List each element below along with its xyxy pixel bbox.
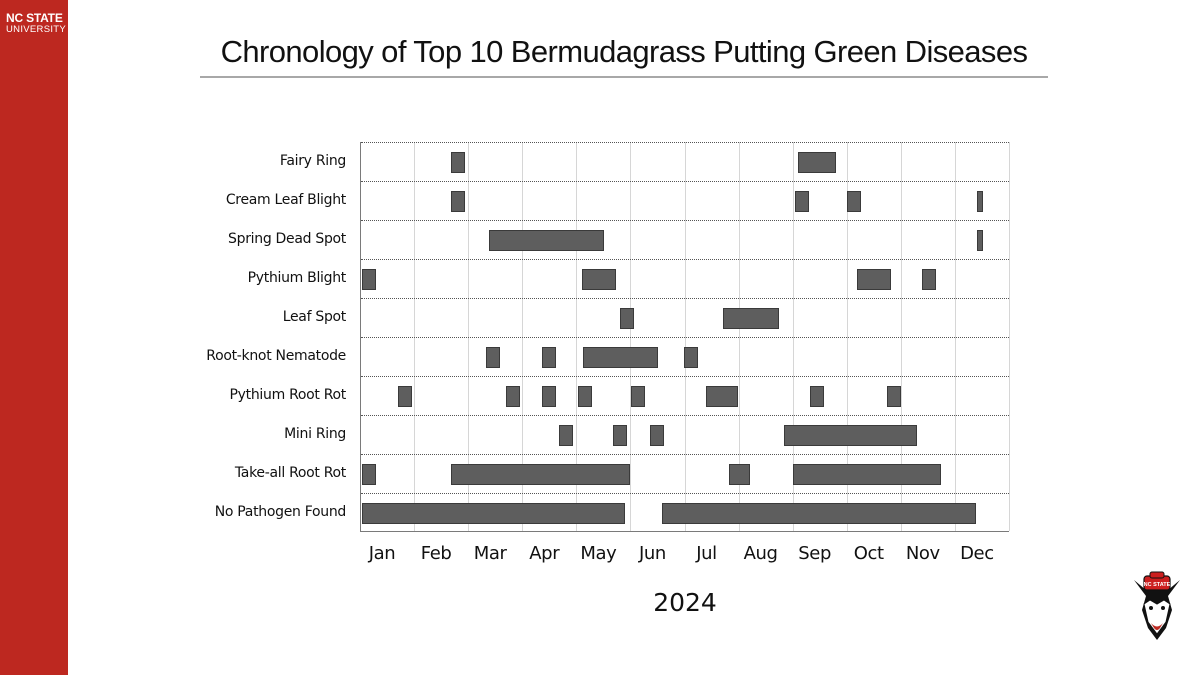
disease-label: Fairy Ring bbox=[279, 152, 346, 169]
occurrence-bar bbox=[662, 503, 976, 524]
occurrence-bar bbox=[489, 230, 604, 251]
occurrence-bar bbox=[582, 269, 617, 290]
row-separator bbox=[361, 415, 1009, 416]
month-label: Jan bbox=[368, 543, 396, 564]
month-label: Apr bbox=[529, 543, 560, 564]
gantt-plot-area bbox=[360, 142, 1010, 532]
wordmark-line1: NC STATE bbox=[6, 11, 63, 25]
occurrence-bar bbox=[577, 386, 592, 407]
month-label: Feb bbox=[420, 543, 452, 564]
disease-label: Mini Ring bbox=[284, 425, 346, 442]
vertical-gridline bbox=[846, 142, 848, 531]
row-separator bbox=[361, 259, 1009, 260]
row-separator bbox=[361, 493, 1009, 494]
occurrence-bar bbox=[977, 191, 983, 212]
vertical-gridline bbox=[684, 142, 686, 531]
month-label: Nov bbox=[905, 543, 940, 564]
vertical-gridline bbox=[414, 142, 416, 531]
wolf-head-logo-icon: NC STATE bbox=[1134, 571, 1180, 640]
occurrence-bar bbox=[582, 347, 658, 368]
month-label: May bbox=[580, 543, 617, 564]
vertical-gridline bbox=[900, 142, 902, 531]
occurrence-bar bbox=[542, 347, 557, 368]
occurrence-bar bbox=[921, 269, 936, 290]
occurrence-bar bbox=[722, 308, 780, 329]
disease-label: No Pathogen Found bbox=[214, 503, 347, 520]
row-separator bbox=[361, 220, 1009, 221]
disease-label: Pythium Blight bbox=[247, 269, 347, 286]
row-separator bbox=[361, 298, 1009, 299]
occurrence-bar bbox=[977, 230, 983, 251]
x-axis-title: 2024 bbox=[653, 588, 717, 617]
month-label: Mar bbox=[473, 543, 507, 564]
occurrence-bar bbox=[362, 269, 377, 290]
occurrence-bar bbox=[683, 347, 698, 368]
vertical-gridline bbox=[1009, 142, 1010, 531]
brand-side-band: NC STATE UNIVERSITY bbox=[0, 0, 68, 675]
row-separator bbox=[361, 454, 1009, 455]
occurrence-bar bbox=[887, 386, 902, 407]
disease-label: Spring Dead Spot bbox=[228, 230, 346, 247]
occurrence-bar bbox=[542, 386, 557, 407]
occurrence-bar bbox=[505, 386, 520, 407]
occurrence-bar bbox=[558, 425, 573, 446]
row-separator bbox=[361, 337, 1009, 338]
vertical-gridline bbox=[630, 142, 632, 531]
occurrence-bar bbox=[809, 386, 824, 407]
month-label: Oct bbox=[853, 543, 884, 564]
occurrence-bar bbox=[397, 386, 412, 407]
university-wordmark: NC STATE UNIVERSITY bbox=[6, 12, 66, 35]
row-separator bbox=[361, 142, 1009, 143]
vertical-gridline bbox=[522, 142, 524, 531]
occurrence-bar bbox=[856, 269, 891, 290]
disease-label: Root-knot Nematode bbox=[206, 347, 346, 364]
vertical-gridline bbox=[954, 142, 956, 531]
occurrence-bar bbox=[620, 308, 635, 329]
disease-label: Take-all Root Rot bbox=[234, 464, 346, 481]
month-label: Aug bbox=[743, 543, 778, 564]
occurrence-bar bbox=[706, 386, 738, 407]
occurrence-bar bbox=[485, 347, 500, 368]
vertical-gridline bbox=[468, 142, 470, 531]
occurrence-bar bbox=[649, 425, 664, 446]
wordmark-line2: UNIVERSITY bbox=[6, 24, 67, 35]
occurrence-bar bbox=[797, 152, 836, 173]
vertical-gridline bbox=[576, 142, 578, 531]
occurrence-bar bbox=[783, 425, 917, 446]
row-separator bbox=[361, 181, 1009, 182]
disease-label: Cream Leaf Blight bbox=[225, 191, 346, 208]
svg-text:NC STATE: NC STATE bbox=[1144, 582, 1171, 588]
occurrence-bar bbox=[362, 464, 377, 485]
vertical-gridline bbox=[738, 142, 740, 531]
occurrence-bar bbox=[450, 464, 630, 485]
title-underline bbox=[200, 76, 1048, 78]
row-separator bbox=[361, 376, 1009, 377]
vertical-gridline bbox=[792, 142, 794, 531]
occurrence-bar bbox=[793, 464, 941, 485]
occurrence-bar bbox=[450, 191, 465, 212]
chart-title: Chronology of Top 10 Bermudagrass Puttin… bbox=[220, 34, 1028, 69]
disease-label: Pythium Root Rot bbox=[229, 386, 347, 403]
occurrence-bar bbox=[795, 191, 809, 212]
month-label: Jun bbox=[638, 543, 666, 564]
occurrence-bar bbox=[630, 386, 645, 407]
month-label: Dec bbox=[960, 543, 994, 564]
month-label: Sep bbox=[798, 543, 832, 564]
month-label: Jul bbox=[696, 543, 717, 564]
occurrence-bar bbox=[362, 503, 625, 524]
disease-label: Leaf Spot bbox=[282, 308, 347, 325]
occurrence-bar bbox=[728, 464, 750, 485]
occurrence-bar bbox=[847, 191, 862, 212]
occurrence-bar bbox=[613, 425, 628, 446]
occurrence-bar bbox=[450, 152, 465, 173]
